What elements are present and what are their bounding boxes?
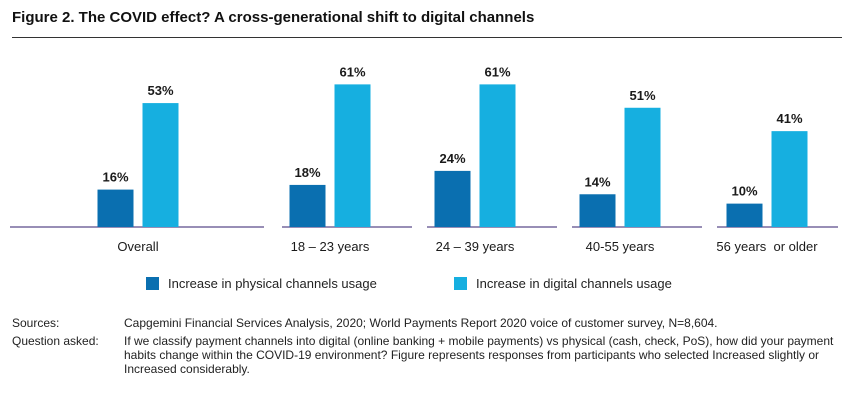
bar-chart: 16% 53% Overall 18% 61% 18 – 23 years 24% 61% 24… — [10, 64, 838, 254]
legend-item-digital: Increase in digital channels usage — [454, 276, 672, 291]
bar-digital-56-years-or-older — [771, 131, 808, 227]
data-label-digital-18-23-years: 61% — [339, 64, 365, 79]
bar-physical-18-23-years — [289, 184, 326, 227]
legend-swatch-physical — [146, 277, 159, 290]
sources-text: Capgemini Financial Services Analysis, 2… — [124, 316, 718, 330]
data-label-physical-18-23-years: 18% — [294, 165, 320, 180]
legend-swatch-digital — [454, 277, 467, 290]
category-label-overall: Overall — [117, 239, 158, 254]
data-label-physical-56-years-or-older: 10% — [731, 184, 757, 199]
question-text: If we classify payment channels into dig… — [124, 334, 834, 376]
bar-digital-18-23-years — [334, 84, 371, 227]
legend-item-physical: Increase in physical channels usage — [146, 276, 377, 291]
bar-digital-40-55-years — [624, 107, 661, 227]
bar-digital-24-39-years — [479, 84, 516, 227]
figure-title: Figure 2. The COVID effect? A cross-gene… — [12, 9, 535, 26]
category-label-24-39-years: 24 – 39 years — [436, 239, 515, 254]
data-label-physical-overall: 16% — [102, 170, 128, 185]
legend-label-physical: Increase in physical channels usage — [168, 276, 377, 291]
title-divider — [12, 37, 842, 38]
data-label-physical-24-39-years: 24% — [439, 151, 465, 166]
sources-label: Sources: — [12, 316, 60, 330]
bar-physical-overall — [97, 189, 134, 227]
data-label-digital-24-39-years: 61% — [484, 64, 510, 79]
sources-row: Sources: Capgemini Financial Services An… — [12, 316, 842, 330]
category-label-40-55-years: 40-55 years — [586, 239, 655, 254]
data-label-physical-40-55-years: 14% — [584, 174, 610, 189]
bar-physical-56-years-or-older — [726, 203, 763, 227]
legend-label-digital: Increase in digital channels usage — [476, 276, 672, 291]
question-label: Question asked: — [12, 334, 99, 348]
bar-physical-40-55-years — [579, 194, 616, 227]
chart-notes: Sources: Capgemini Financial Services An… — [12, 316, 842, 380]
data-label-digital-40-55-years: 51% — [629, 88, 655, 103]
category-label-18-23-years: 18 – 23 years — [291, 239, 370, 254]
data-label-digital-overall: 53% — [147, 83, 173, 98]
data-label-digital-56-years-or-older: 41% — [776, 111, 802, 126]
bar-digital-overall — [142, 103, 179, 227]
bar-physical-24-39-years — [434, 170, 471, 227]
question-row: Question asked: If we classify payment c… — [12, 334, 842, 376]
category-label-56-years-or-older: 56 years or older — [716, 239, 818, 254]
